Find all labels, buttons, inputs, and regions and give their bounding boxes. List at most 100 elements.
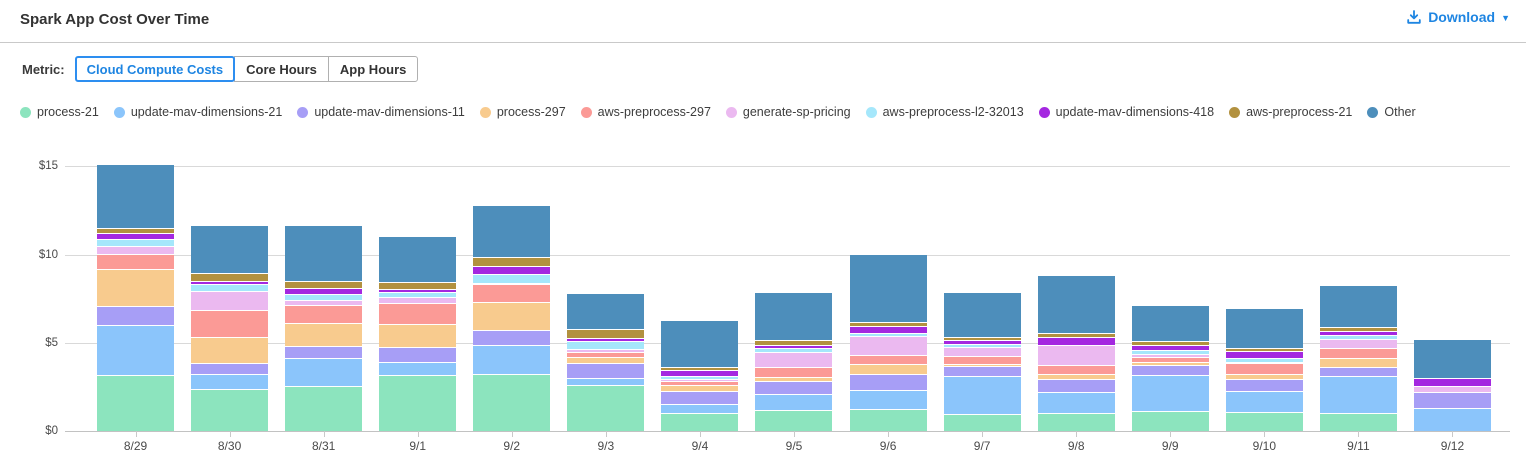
bar-segment-update-mav-dimensions-418[interactable] <box>755 346 833 349</box>
bar-segment-process-297[interactable] <box>473 302 551 332</box>
bar-segment-aws-preprocess-297[interactable] <box>943 356 1021 366</box>
bar-segment-update-mav-dimensions-418[interactable] <box>1037 337 1115 346</box>
bar-segment-aws-preprocess-l2-32013[interactable] <box>1225 359 1303 363</box>
bar-segment-other[interactable] <box>1413 340 1491 379</box>
bar-segment-process-297[interactable] <box>1225 375 1303 381</box>
bar-segment-other[interactable] <box>1131 306 1209 343</box>
bar-segment-generate-sp-pricing[interactable] <box>943 348 1021 357</box>
bar-segment-generate-sp-pricing[interactable] <box>1319 339 1397 349</box>
bar-segment-update-mav-dimensions-11[interactable] <box>1413 392 1491 410</box>
bar-segment-aws-preprocess-l2-32013[interactable] <box>191 284 269 292</box>
bar-segment-other[interactable] <box>1225 308 1303 349</box>
bar-segment-update-mav-dimensions-21[interactable] <box>191 374 269 391</box>
bar-segment-aws-preprocess-297[interactable] <box>379 304 457 326</box>
bar-segment-other[interactable] <box>849 255 927 323</box>
bar-segment-update-mav-dimensions-21[interactable] <box>285 359 363 388</box>
bar-segment-process-297[interactable] <box>1037 375 1115 381</box>
bar-segment-update-mav-dimensions-11[interactable] <box>849 374 927 392</box>
bar-segment-process-21[interactable] <box>285 387 363 431</box>
bar-segment-update-mav-dimensions-11[interactable] <box>285 347 363 360</box>
bar-segment-aws-preprocess-21[interactable] <box>379 283 457 291</box>
legend-item-generate-sp-pricing[interactable]: generate-sp-pricing <box>725 105 851 119</box>
bar-segment-process-297[interactable] <box>379 325 457 349</box>
bar-segment-process-21[interactable] <box>661 414 739 431</box>
bar-segment-aws-preprocess-21[interactable] <box>567 330 645 340</box>
download-button[interactable]: Download ▼ <box>1406 9 1510 25</box>
bar-segment-update-mav-dimensions-418[interactable] <box>567 339 645 343</box>
bar-segment-generate-sp-pricing[interactable] <box>567 349 645 354</box>
bar-segment-update-mav-dimensions-21[interactable] <box>1413 409 1491 431</box>
bar-segment-aws-preprocess-21[interactable] <box>943 338 1021 342</box>
bar-segment-aws-preprocess-297[interactable] <box>755 367 833 378</box>
bar-segment-update-mav-dimensions-11[interactable] <box>1131 365 1209 377</box>
bar-segment-aws-preprocess-l2-32013[interactable] <box>1319 335 1397 340</box>
bar-segment-process-21[interactable] <box>1131 412 1209 431</box>
bar-segment-aws-preprocess-297[interactable] <box>567 353 645 358</box>
bar-segment-aws-preprocess-21[interactable] <box>473 257 551 267</box>
bar-segment-process-21[interactable] <box>1225 412 1303 431</box>
bar-segment-update-mav-dimensions-11[interactable] <box>1037 380 1115 394</box>
bar-segment-aws-preprocess-l2-32013[interactable] <box>849 333 927 338</box>
bar-segment-update-mav-dimensions-11[interactable] <box>1319 367 1397 378</box>
bar-segment-update-mav-dimensions-21[interactable] <box>661 405 739 415</box>
bar-segment-update-mav-dimensions-21[interactable] <box>473 345 551 375</box>
bar-segment-process-297[interactable] <box>1319 358 1397 368</box>
bar-segment-aws-preprocess-l2-32013[interactable] <box>473 275 551 285</box>
bar-segment-generate-sp-pricing[interactable] <box>97 247 174 255</box>
bar-segment-aws-preprocess-297[interactable] <box>1225 363 1303 376</box>
bar-segment-process-21[interactable] <box>567 385 645 431</box>
bar-segment-aws-preprocess-297[interactable] <box>1131 357 1209 363</box>
bar-segment-update-mav-dimensions-21[interactable] <box>1131 376 1209 413</box>
bar-segment-update-mav-dimensions-418[interactable] <box>191 282 269 285</box>
bar-segment-other[interactable] <box>191 226 269 274</box>
bar-segment-update-mav-dimensions-418[interactable] <box>97 234 174 240</box>
bar-segment-update-mav-dimensions-11[interactable] <box>1225 380 1303 393</box>
legend-item-aws-preprocess-21[interactable]: aws-preprocess-21 <box>1229 105 1352 119</box>
bar-segment-process-21[interactable] <box>379 376 457 431</box>
bar-segment-other[interactable] <box>755 292 833 342</box>
legend-item-process-297[interactable]: process-297 <box>479 105 566 119</box>
bar-segment-aws-preprocess-21[interactable] <box>97 229 174 235</box>
legend-item-aws-preprocess-297[interactable]: aws-preprocess-297 <box>580 105 711 119</box>
bar-segment-aws-preprocess-21[interactable] <box>849 322 927 328</box>
metric-option-core-hours[interactable]: Core Hours <box>234 56 329 82</box>
legend-item-update-mav-dimensions-21[interactable]: update-mav-dimensions-21 <box>113 105 282 119</box>
bar-segment-update-mav-dimensions-11[interactable] <box>567 363 645 380</box>
bar-segment-aws-preprocess-297[interactable] <box>473 285 551 303</box>
bar-segment-process-297[interactable] <box>285 324 363 348</box>
bar-segment-aws-preprocess-21[interactable] <box>285 281 363 289</box>
bar-segment-update-mav-dimensions-418[interactable] <box>285 288 363 296</box>
bar-segment-update-mav-dimensions-418[interactable] <box>1319 332 1397 336</box>
bar-segment-process-297[interactable] <box>943 365 1021 367</box>
bar-segment-update-mav-dimensions-11[interactable] <box>473 331 551 346</box>
bar-segment-process-297[interactable] <box>567 357 645 364</box>
bar-segment-other[interactable] <box>473 205 551 258</box>
bar-segment-process-297[interactable] <box>191 338 269 365</box>
bar-segment-process-21[interactable] <box>849 410 927 431</box>
bar-segment-aws-preprocess-l2-32013[interactable] <box>379 292 457 298</box>
bar-segment-update-mav-dimensions-21[interactable] <box>1319 377 1397 415</box>
bar-segment-aws-preprocess-l2-32013[interactable] <box>97 239 174 248</box>
bar-segment-process-297[interactable] <box>97 270 174 308</box>
legend-item-update-mav-dimensions-418[interactable]: update-mav-dimensions-418 <box>1038 105 1214 119</box>
bar-segment-process-297[interactable] <box>849 364 927 375</box>
bar-segment-generate-sp-pricing[interactable] <box>661 380 739 383</box>
bar-segment-process-297[interactable] <box>755 377 833 382</box>
bar-segment-update-mav-dimensions-21[interactable] <box>379 363 457 377</box>
bar-segment-aws-preprocess-l2-32013[interactable] <box>1131 351 1209 356</box>
bar-segment-aws-preprocess-297[interactable] <box>849 356 927 365</box>
bar-segment-update-mav-dimensions-21[interactable] <box>755 395 833 412</box>
bar-segment-aws-preprocess-297[interactable] <box>285 305 363 325</box>
bar-segment-generate-sp-pricing[interactable] <box>1037 346 1115 367</box>
legend-item-process-21[interactable]: process-21 <box>20 105 99 119</box>
bar-segment-aws-preprocess-l2-32013[interactable] <box>755 348 833 353</box>
bar-segment-update-mav-dimensions-11[interactable] <box>755 381 833 396</box>
bar-segment-aws-preprocess-l2-32013[interactable] <box>285 295 363 302</box>
legend-item-update-mav-dimensions-11[interactable]: update-mav-dimensions-11 <box>297 105 465 119</box>
bar-segment-update-mav-dimensions-418[interactable] <box>1225 351 1303 360</box>
bar-segment-generate-sp-pricing[interactable] <box>1413 386 1491 393</box>
bar-segment-update-mav-dimensions-11[interactable] <box>97 307 174 326</box>
bar-segment-aws-preprocess-l2-32013[interactable] <box>661 376 739 381</box>
bar-segment-update-mav-dimensions-11[interactable] <box>661 391 739 406</box>
legend-item-other[interactable]: Other <box>1367 105 1416 119</box>
